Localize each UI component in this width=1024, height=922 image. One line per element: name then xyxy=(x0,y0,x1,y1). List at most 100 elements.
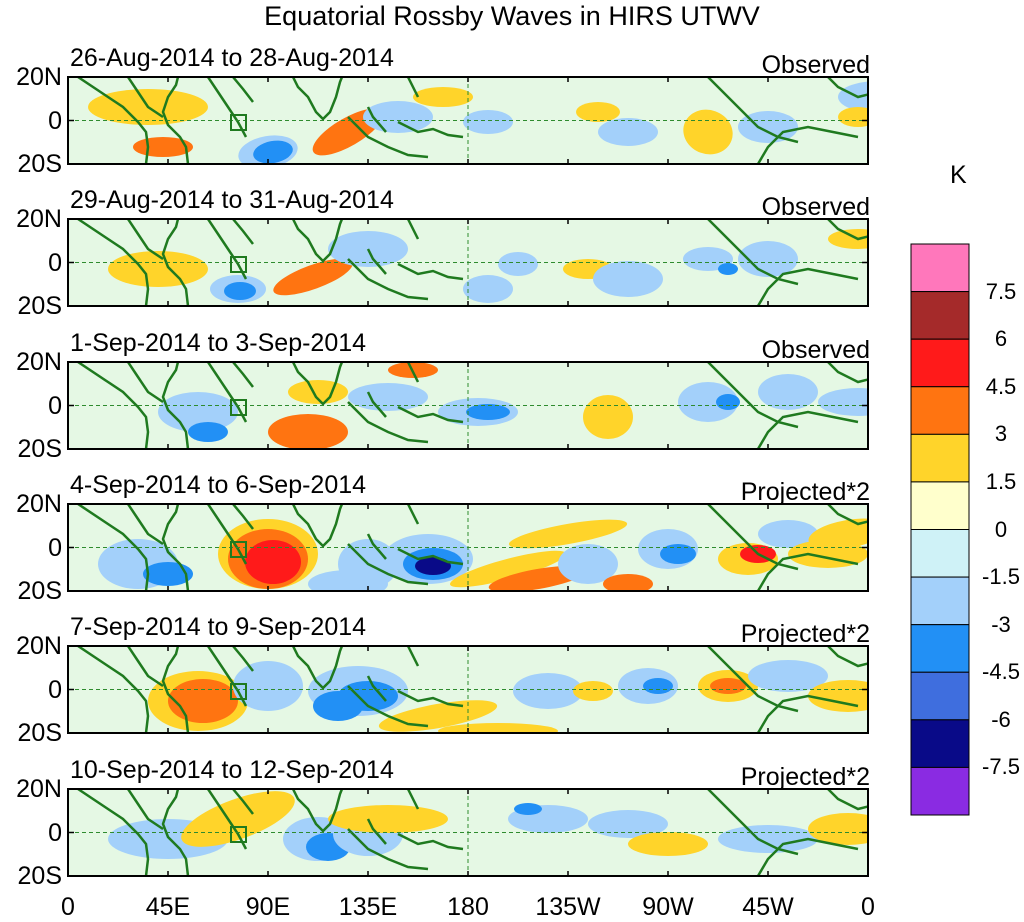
coastline xyxy=(827,504,868,526)
panel-type: Projected*2 xyxy=(740,763,870,791)
anomaly-contour xyxy=(273,258,353,296)
panel-type: Projected*2 xyxy=(740,620,870,648)
coastline xyxy=(291,362,344,406)
anomaly-contour xyxy=(245,540,301,584)
anomaly-contour xyxy=(158,392,238,432)
coastline xyxy=(347,116,429,159)
colorbar-swatch xyxy=(910,576,970,626)
coastline xyxy=(397,547,464,566)
lat-label: 20N xyxy=(16,775,62,803)
coastline xyxy=(161,504,190,591)
coastlines xyxy=(77,219,868,306)
coastline xyxy=(77,77,150,164)
panel-date-range: 26-Aug-2014 to 28-Aug-2014 xyxy=(70,44,394,72)
panel-date-range: 10-Sep-2014 to 12-Sep-2014 xyxy=(70,756,394,784)
anomaly-contour xyxy=(328,805,448,833)
anomaly-contour xyxy=(415,557,451,575)
coastline xyxy=(232,789,254,815)
anomaly-contour xyxy=(463,275,513,303)
lat-label: 20S xyxy=(17,150,62,178)
lon-label: 135E xyxy=(338,893,398,921)
lon-label: 90W xyxy=(642,893,694,921)
lon-label: 45W xyxy=(742,893,794,921)
panel-date-range: 29-Aug-2014 to 31-Aug-2014 xyxy=(70,186,394,214)
anomaly-contour xyxy=(660,544,696,564)
coastline xyxy=(206,362,248,423)
anomaly-contour xyxy=(628,832,708,856)
anomaly-contour xyxy=(716,394,740,410)
coastline xyxy=(206,219,248,280)
coastline xyxy=(707,77,799,144)
coastline xyxy=(291,789,344,833)
coastline xyxy=(827,789,868,811)
colorbar-swatch xyxy=(910,338,970,388)
anomaly-contour xyxy=(288,380,348,404)
coastline xyxy=(126,362,164,404)
coastline xyxy=(707,219,799,286)
anomaly-contour xyxy=(313,691,363,721)
colorbar-swatch xyxy=(910,291,970,340)
lat-label: 20N xyxy=(16,348,62,376)
box-marker xyxy=(230,114,247,131)
anomaly-contour xyxy=(514,803,542,815)
lat-label: 20S xyxy=(17,862,62,890)
colorbar-label: -1.5 xyxy=(982,564,1020,590)
coastline xyxy=(232,504,254,530)
colorbar-label: -7.5 xyxy=(982,754,1020,780)
anomaly-contour xyxy=(576,102,620,122)
anomaly-contour xyxy=(678,382,738,422)
anomaly-contour xyxy=(588,810,668,838)
map-panel xyxy=(67,788,869,877)
anomaly-contour xyxy=(449,550,567,588)
lon-label: 135W xyxy=(535,893,601,921)
coastline xyxy=(406,646,420,667)
coastline xyxy=(827,646,868,668)
colorbar-swatch xyxy=(910,624,970,673)
anomaly-field xyxy=(68,77,868,164)
coastline xyxy=(232,646,254,672)
coastline xyxy=(77,219,150,306)
colorbar xyxy=(910,243,970,816)
anomaly-contour xyxy=(168,679,238,723)
lat-label: 20S xyxy=(17,719,62,747)
colorbar-label: -6 xyxy=(991,706,1011,732)
coastline xyxy=(232,362,254,388)
panel-date-range: 7-Sep-2014 to 9-Sep-2014 xyxy=(70,613,367,641)
anomaly-contour xyxy=(598,118,658,146)
lat-label: 0 xyxy=(48,391,62,420)
map-panel xyxy=(67,76,869,165)
coastline xyxy=(347,828,429,871)
lat-label: 20N xyxy=(16,63,62,91)
anomaly-contour xyxy=(808,680,868,712)
anomaly-contour xyxy=(828,229,868,249)
anomaly-contour xyxy=(438,723,558,733)
lon-label: 45E xyxy=(145,893,191,921)
colorbar-swatch xyxy=(910,671,970,721)
lat-label: 0 xyxy=(48,675,62,704)
coastline xyxy=(126,646,164,688)
coastline xyxy=(206,646,248,707)
coastline xyxy=(161,646,190,733)
lat-label: 20S xyxy=(17,435,62,463)
lon-label: 0 xyxy=(61,893,75,921)
coastline xyxy=(397,832,464,851)
coastline xyxy=(397,262,464,281)
anomaly-contour xyxy=(573,681,613,701)
coastline xyxy=(827,219,868,241)
anomaly-contour xyxy=(513,673,583,709)
lon-label: 180 xyxy=(447,893,489,921)
coastline xyxy=(347,685,429,728)
coastline xyxy=(161,77,190,164)
coastline xyxy=(756,552,859,591)
lat-label: 20S xyxy=(17,577,62,605)
anomaly-contour xyxy=(683,247,733,271)
coastline xyxy=(707,504,799,571)
box-marker xyxy=(230,399,247,416)
coastline xyxy=(126,789,164,831)
coastline xyxy=(161,789,190,876)
coastline xyxy=(406,504,420,525)
coastline xyxy=(347,543,429,586)
lat-label: 20S xyxy=(17,292,62,320)
lon-label: 90E xyxy=(245,893,291,921)
